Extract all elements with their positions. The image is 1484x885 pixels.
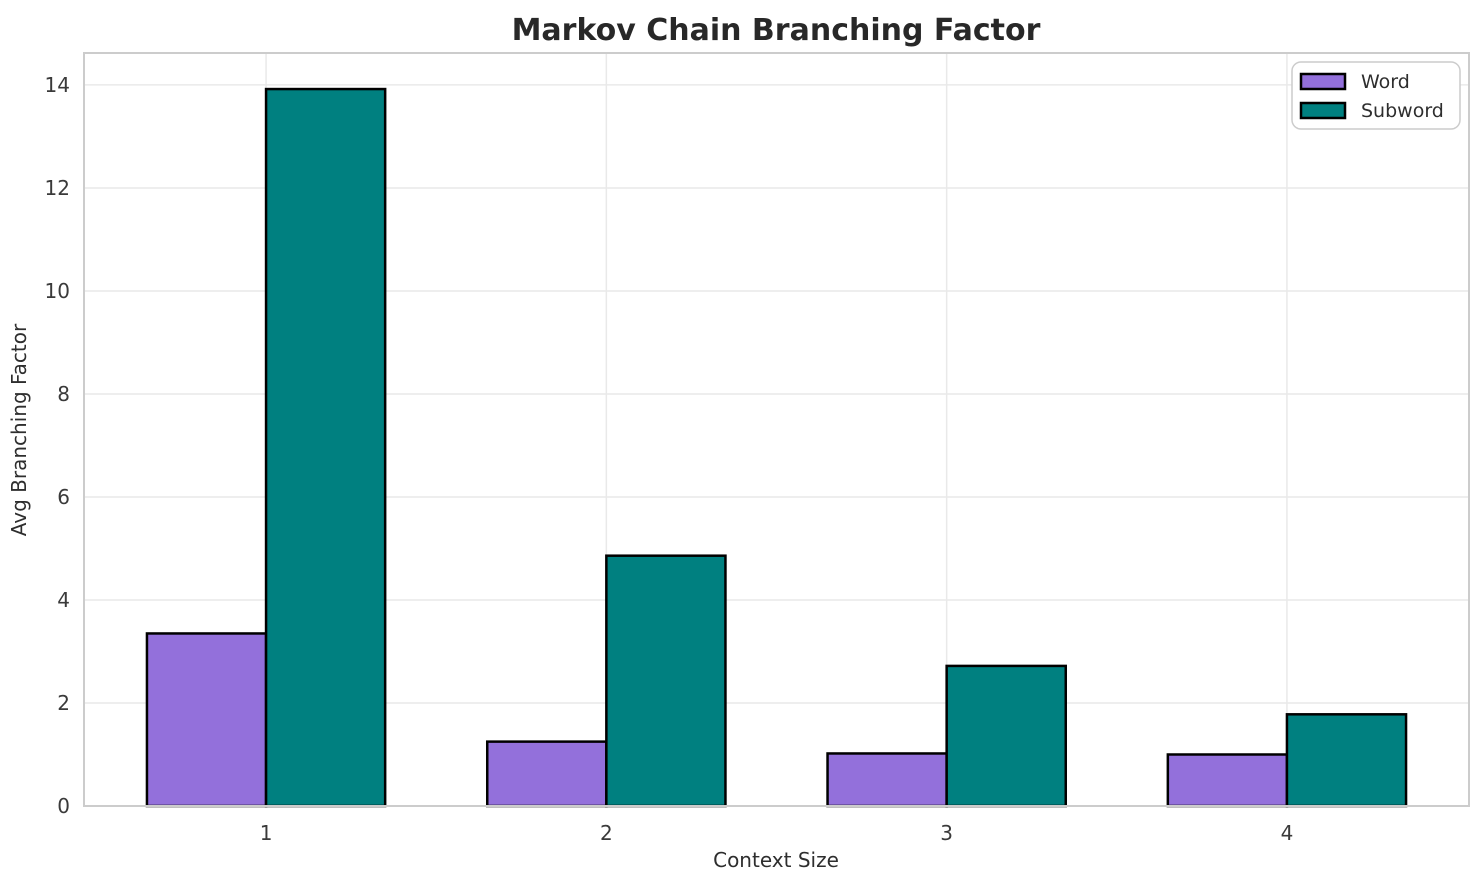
y-tick-label: 10 [45, 279, 70, 303]
y-tick-label: 4 [57, 588, 70, 612]
bar-subword-2 [605, 554, 727, 808]
legend: Word Subword [1291, 61, 1461, 130]
bar-word-4 [1166, 753, 1289, 808]
legend-swatch-subword [1299, 101, 1347, 120]
y-tick-label: 6 [57, 485, 70, 509]
bar-word-2 [485, 740, 608, 808]
plot-border [83, 52, 1470, 807]
y-tick-label: 2 [57, 691, 70, 715]
x-tick-label: 4 [1281, 821, 1294, 845]
y-tick-label: 12 [45, 176, 70, 200]
legend-label-subword: Subword [1361, 100, 1444, 122]
y-tick-label: 0 [57, 794, 70, 818]
x-axis-label: Context Size [713, 848, 839, 872]
bar-subword-1 [264, 87, 387, 808]
y-axis-label: Avg Branching Factor [7, 323, 31, 536]
bar-subword-3 [945, 664, 1068, 808]
x-tick-label: 3 [940, 821, 953, 845]
x-tick-label: 2 [600, 821, 613, 845]
legend-swatch-word [1299, 72, 1347, 91]
x-tick-label: 1 [260, 821, 273, 845]
bar-word-1 [145, 632, 268, 808]
legend-label-word: Word [1361, 71, 1410, 93]
y-tick-label: 14 [45, 73, 70, 97]
bar-word-3 [826, 752, 948, 808]
y-tick-label: 8 [57, 382, 70, 406]
bar-subword-4 [1285, 713, 1408, 808]
chart-title: Markov Chain Branching Factor [512, 13, 1041, 48]
